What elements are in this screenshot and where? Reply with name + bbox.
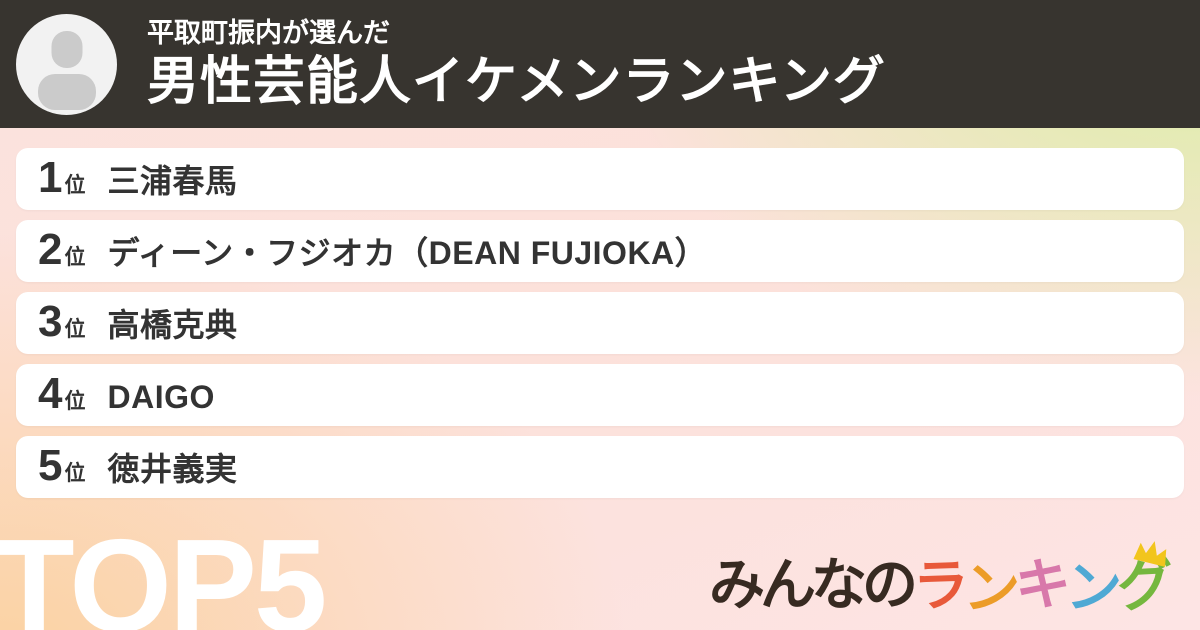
ranking-row-1: 1位 三浦春馬 — [16, 148, 1184, 210]
top5-label: TOP5 — [0, 512, 327, 630]
rank-number: 4 — [38, 369, 63, 418]
ranking-author-subtitle: 平取町振内が選んだ — [147, 18, 390, 48]
ranked-name: 三浦春馬 — [107, 163, 238, 199]
ranking-row-3: 3位 高橋克典 — [16, 292, 1184, 354]
ranked-name: 徳井義実 — [107, 451, 238, 487]
logo-char: キ — [1013, 552, 1068, 618]
ranking-row-4: 4位 DAIGO — [16, 364, 1184, 426]
logo-prefix: みんなの — [709, 553, 918, 617]
rank-suffix: 位 — [64, 318, 86, 341]
ranking-list: 1位 三浦春馬 2位 ディーン・フジオカ（DEAN FUJIOKA） 3位 高橋克典 … — [16, 148, 1184, 498]
avatar — [16, 13, 117, 115]
header-text: 平取町振内が選んだ 男性芸能人イケメンランキング — [147, 17, 886, 111]
rank-number: 5 — [38, 441, 63, 490]
rank-suffix: 位 — [64, 174, 86, 197]
rank-suffix: 位 — [64, 246, 86, 269]
rank-number: 1 — [38, 153, 63, 202]
crown-icon — [1133, 541, 1167, 568]
ranked-name: ディーン・フジオカ（DEAN FUJIOKA） — [107, 235, 708, 271]
logo-char: ラ — [911, 553, 966, 619]
ranking-row-2: 2位 ディーン・フジオカ（DEAN FUJIOKA） — [16, 220, 1184, 282]
minna-no-ranking-logo: みんなのランキング — [709, 541, 1170, 622]
logo-char: ン — [962, 556, 1017, 622]
rank-suffix: 位 — [64, 390, 86, 413]
ranking-title: 男性芸能人イケメンランキング — [147, 52, 886, 111]
ranking-row-5: 5位 徳井義実 — [16, 436, 1184, 498]
person-icon-body — [37, 73, 96, 110]
logo-char: ン — [1064, 555, 1118, 621]
rank-number: 2 — [38, 225, 63, 274]
person-icon — [51, 30, 82, 68]
ranked-name: 高橋克典 — [107, 307, 238, 343]
rank-number: 3 — [38, 297, 63, 346]
header: 平取町振内が選んだ 男性芸能人イケメンランキング — [0, 0, 1200, 128]
ranked-name: DAIGO — [107, 379, 215, 415]
rank-suffix: 位 — [64, 462, 86, 485]
